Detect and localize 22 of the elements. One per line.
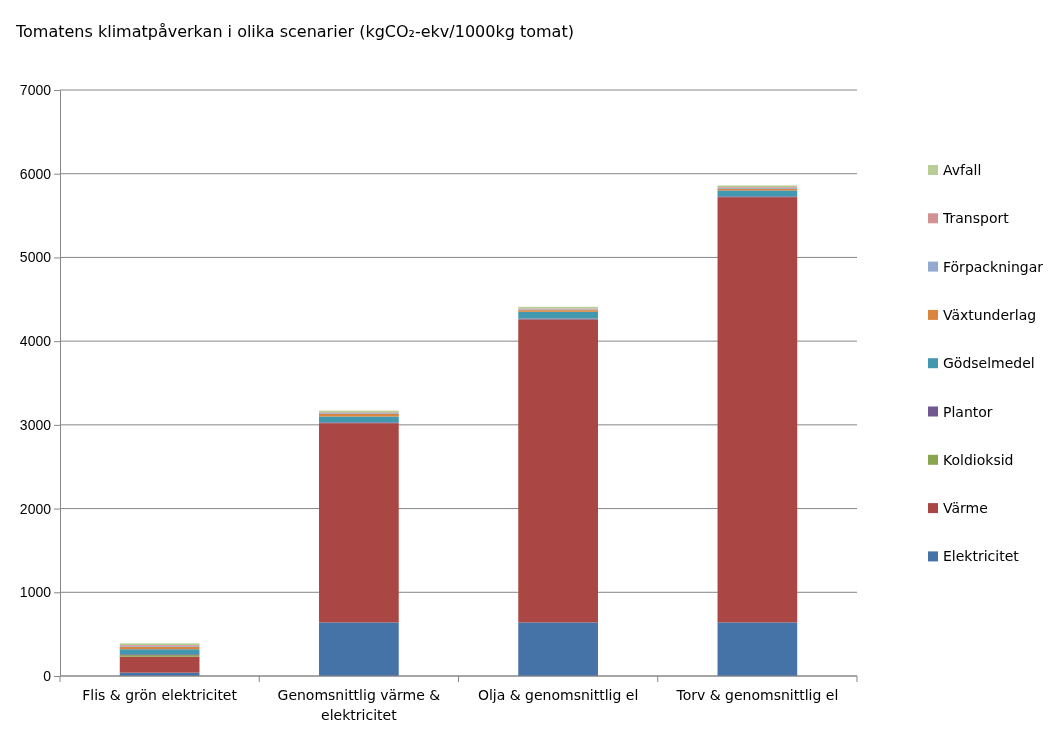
y-tick-label: 4000: [19, 333, 52, 350]
legend-label: Transport: [942, 210, 1010, 227]
y-tick-label: 7000: [19, 81, 52, 98]
legend-label: Elektricitet: [943, 548, 1020, 565]
chart-title: Tomatens klimatpåverkan i olika scenarier (kgCO₂-ekv/1000kg tomat): [15, 22, 574, 41]
y-tick-label: 3000: [19, 416, 52, 433]
legend-label: Värme: [943, 500, 988, 517]
y-tick-label: 6000: [19, 165, 52, 182]
legend-label: Gödselmedel: [943, 355, 1035, 372]
y-tick-label: 0: [43, 667, 52, 684]
legend-label: Avfall: [943, 162, 982, 178]
x-tick-label: Olja & genomsnittlig el: [477, 687, 639, 703]
legend-label: Förpackningar: [943, 258, 1044, 275]
x-tick-label: Torv & genomsnittlig el: [675, 687, 839, 703]
legend-label: Koldioksid: [943, 451, 1014, 468]
y-tick-label: 5000: [19, 249, 52, 266]
legend-label: Växtunderlag: [943, 306, 1037, 323]
x-tick-label: Flis & grön elektricitet: [82, 687, 238, 703]
legend-label: Plantor: [943, 403, 993, 420]
y-tick-label: 2000: [19, 500, 52, 517]
x-tick-label: Genomsnittlig värme & elektricitet: [277, 687, 441, 723]
y-tick-label: 1000: [19, 584, 52, 601]
